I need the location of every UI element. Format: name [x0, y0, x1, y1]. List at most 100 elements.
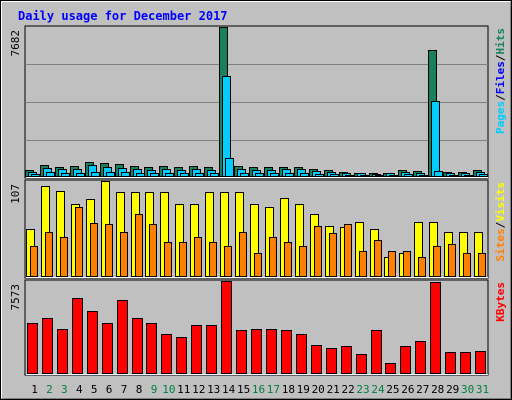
bar-sites-6: [105, 224, 113, 277]
bar-kbytes-23: [356, 354, 367, 374]
bar-sites-28: [433, 246, 441, 277]
bar-kbytes-26: [400, 346, 411, 374]
bar-pages-26: [404, 174, 413, 177]
x-tick-label: 30: [461, 383, 474, 396]
bar-sites-23: [359, 251, 367, 277]
legend-entry: Pages: [494, 101, 507, 134]
panel-bottom: 7573 KBytes: [9, 279, 507, 376]
bar-kbytes-28: [430, 282, 441, 374]
bar-kbytes-17: [266, 329, 277, 374]
bar-sites-26: [403, 251, 411, 277]
x-tick-label: 18: [282, 383, 295, 396]
x-tick-label: 21: [327, 383, 340, 396]
bar-kbytes-30: [460, 352, 471, 374]
bar-kbytes-15: [236, 330, 247, 374]
bar-pages-23: [360, 175, 369, 177]
bar-sites-9: [149, 224, 157, 277]
bar-sites-17: [269, 237, 277, 277]
legend-bottom: KBytes: [494, 282, 507, 322]
bar-pages-18: [285, 173, 294, 177]
bar-kbytes-14: [221, 281, 232, 374]
chart-title: Daily usage for December 2017: [18, 9, 228, 23]
legend-entry: Files: [494, 61, 507, 94]
legend-entry: /: [494, 94, 507, 101]
bar-pages-19: [300, 173, 309, 177]
bar-pages-6: [106, 172, 115, 177]
x-tick-label: 20: [312, 383, 325, 396]
bar-pages-27: [419, 175, 428, 177]
bar-pages-1: [31, 174, 40, 177]
bar-kbytes-18: [281, 330, 292, 374]
legend-entry: Visits: [494, 182, 507, 222]
bar-kbytes-9: [146, 323, 157, 374]
bar-kbytes-4: [72, 298, 83, 374]
x-tick-label: 13: [207, 383, 220, 396]
bar-kbytes-13: [206, 325, 217, 374]
x-tick-label: 31: [476, 383, 489, 396]
x-tick-label: 3: [61, 383, 68, 396]
bar-pages-15: [240, 173, 249, 177]
x-tick-label: 11: [177, 383, 190, 396]
x-tick-label: 8: [136, 383, 143, 396]
bar-sites-12: [194, 237, 202, 277]
bar-pages-7: [121, 172, 130, 177]
bar-sites-2: [45, 232, 53, 277]
bar-pages-10: [165, 173, 174, 177]
bar-kbytes-19: [296, 334, 307, 374]
bar-sites-24: [374, 240, 382, 277]
x-tick-label: 17: [267, 383, 280, 396]
bar-sites-25: [388, 251, 396, 277]
bar-sites-7: [120, 232, 128, 277]
x-tick-label: 23: [356, 383, 369, 396]
bar-sites-31: [478, 253, 486, 277]
x-tick-label: 28: [431, 383, 444, 396]
x-tick-label: 10: [162, 383, 175, 396]
x-tick-label: 12: [192, 383, 205, 396]
bar-pages-12: [195, 173, 204, 177]
bar-kbytes-6: [102, 323, 113, 374]
bar-sites-19: [299, 246, 307, 277]
bar-sites-22: [344, 224, 352, 277]
bar-pages-2: [46, 172, 55, 177]
bar-sites-5: [90, 223, 98, 277]
x-tick-label: 19: [297, 383, 310, 396]
x-tick-label: 25: [386, 383, 399, 396]
legend-entry: KBytes: [494, 282, 507, 322]
bar-kbytes-22: [341, 346, 352, 374]
bar-sites-30: [463, 253, 471, 277]
x-tick-label: 2: [46, 383, 53, 396]
bar-pages-3: [61, 173, 70, 177]
bar-sites-13: [209, 242, 217, 277]
bar-kbytes-5: [87, 311, 98, 374]
x-tick-label: 1: [31, 383, 38, 396]
bar-pages-16: [255, 173, 264, 177]
bar-kbytes-11: [176, 337, 187, 374]
legend-entry: Hits: [494, 28, 507, 55]
axis-max-label: 7573: [9, 284, 22, 311]
x-tick-label: 29: [446, 383, 459, 396]
bar-kbytes-20: [311, 345, 322, 374]
bar-pages-31: [479, 174, 488, 177]
x-axis-labels: 1 2 3 4 5 6 7 8 9 10 11 12 13 14 15 16 17 18 19 20 21 22 23 24 2…: [31, 383, 489, 396]
bar-kbytes-8: [132, 318, 143, 374]
x-tick-label: 5: [91, 383, 98, 396]
bar-sites-14: [224, 246, 232, 277]
bar-pages-24: [375, 175, 384, 177]
x-tick-label: 26: [401, 383, 414, 396]
legend-entry: /: [494, 221, 507, 228]
panel-middle: 107 Sites/Visits: [9, 179, 507, 279]
bar-pages-9: [150, 173, 159, 177]
bar-pages-5: [91, 172, 100, 177]
bar-pages-30: [464, 175, 473, 177]
legend-entry: Sites: [494, 228, 507, 261]
bar-pages-8: [136, 173, 145, 177]
bar-sites-11: [179, 242, 187, 277]
bar-kbytes-21: [326, 348, 337, 374]
bar-kbytes-3: [57, 329, 68, 374]
bar-sites-29: [448, 244, 456, 277]
axis-max-label: 7682: [9, 30, 22, 57]
bar-sites-10: [164, 242, 172, 277]
bar-sites-21: [329, 233, 337, 277]
